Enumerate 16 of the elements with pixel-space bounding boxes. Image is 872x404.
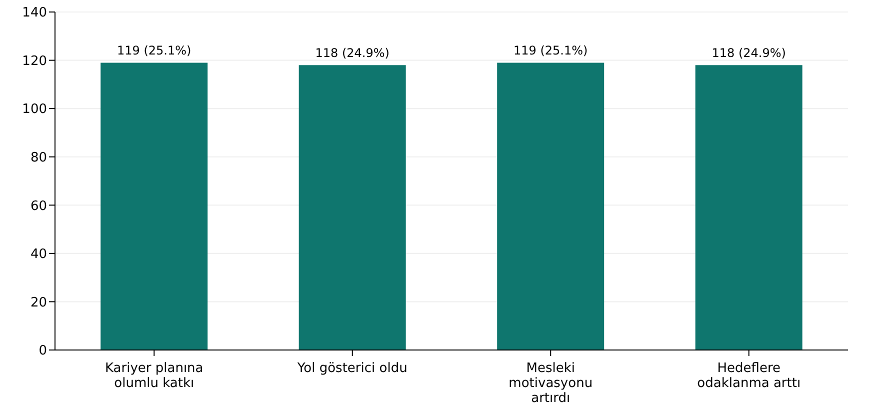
y-tick-label: 100 [22,102,47,118]
x-tick-label: Yol gösterici oldu [296,361,408,376]
x-tick-label: Kariyer planına olumlu katkı [104,361,204,391]
data-label: 119 (25.1%) [116,44,192,58]
y-tick-label: 60 [30,198,47,214]
x-tick-label: Mesleki motivasyonu artırdı [508,361,593,404]
data-label: 118 (24.9%) [315,46,390,60]
y-tick-label: 120 [22,54,47,69]
y-tick-label: 40 [30,247,47,262]
y-tick-label: 20 [30,295,47,310]
y-tick-label: 80 [30,150,47,166]
y-tick-label: 0 [38,344,47,359]
data-label: 119 (25.1%) [513,44,588,58]
x-tick-label: Hedeflere odaklanma arttı [697,361,801,391]
y-tick-label: 140 [22,6,47,21]
data-label: 118 (24.9%) [712,46,786,60]
